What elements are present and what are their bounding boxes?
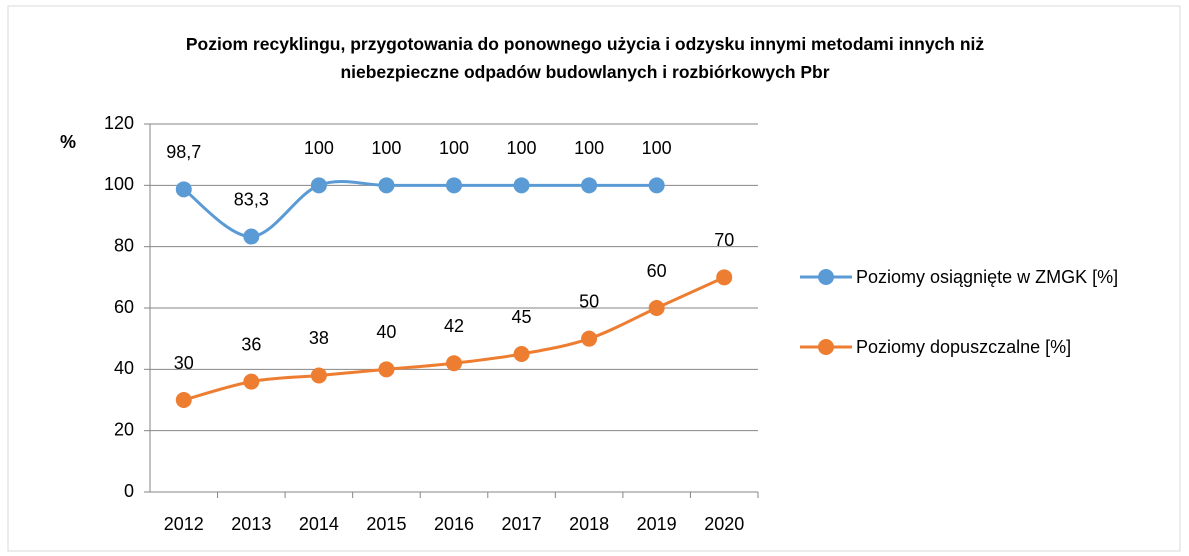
legend-label: Poziomy osiągnięte w ZMGK [%]	[856, 267, 1119, 287]
x-tick-label: 2017	[502, 514, 542, 534]
x-tick-label: 2012	[164, 514, 204, 534]
data-point	[581, 330, 598, 347]
y-tick-label: 20	[114, 419, 134, 439]
data-label: 36	[241, 334, 261, 354]
x-tick-label: 2019	[637, 514, 677, 534]
data-label: 40	[376, 322, 396, 342]
data-point	[378, 177, 395, 194]
y-tick-label: 100	[104, 174, 134, 194]
x-tick-label: 2015	[366, 514, 406, 534]
x-tick-label: 2013	[231, 514, 271, 534]
data-point	[243, 228, 260, 245]
data-label: 30	[174, 353, 194, 373]
data-point	[648, 300, 665, 316]
data-label: 60	[647, 261, 667, 281]
data-label: 38	[309, 328, 329, 348]
y-axis-label: %	[60, 132, 76, 152]
legend-icon	[800, 339, 852, 355]
data-label: 100	[439, 138, 469, 158]
legend-item: Poziomy osiągnięte w ZMGK [%]	[800, 262, 1170, 292]
y-tick-label: 0	[124, 481, 134, 501]
data-label: 100	[371, 138, 401, 158]
y-tick-label: 80	[114, 235, 134, 255]
y-tick-label: 120	[104, 113, 134, 133]
data-label: 100	[507, 138, 537, 158]
x-tick-label: 2020	[704, 514, 744, 534]
data-point	[648, 177, 665, 194]
data-label: 100	[574, 138, 604, 158]
data-point	[716, 269, 733, 286]
data-label: 100	[304, 138, 334, 158]
data-point	[446, 355, 462, 372]
legend-label: Poziomy dopuszczalne [%]	[856, 337, 1072, 357]
data-label: 45	[512, 307, 532, 327]
y-tick-label: 60	[114, 297, 134, 317]
data-label: 83,3	[234, 189, 269, 209]
legend-marker	[818, 269, 834, 285]
chart-border	[7, 5, 1181, 552]
data-point	[446, 177, 462, 194]
legend-item: Poziomy dopuszczalne [%]	[800, 332, 1170, 362]
x-tick-label: 2016	[434, 514, 474, 534]
legend-marker	[818, 339, 834, 355]
data-point	[175, 181, 192, 198]
data-point	[310, 367, 327, 384]
data-label: 50	[579, 291, 599, 311]
data-label: 100	[642, 138, 672, 158]
data-point	[175, 392, 192, 408]
data-label: 42	[444, 316, 464, 336]
chart-title: Poziom recyklingu, przygotowania do pono…	[185, 34, 985, 82]
y-tick-label: 40	[114, 358, 134, 378]
data-label: 98,7	[166, 142, 201, 162]
data-point	[378, 361, 395, 378]
data-point	[581, 177, 598, 194]
data-label: 70	[714, 230, 734, 250]
data-point	[243, 373, 260, 390]
x-tick-label: 2014	[299, 514, 339, 534]
data-point	[310, 177, 327, 194]
legend-icon	[800, 269, 852, 285]
data-point	[513, 346, 530, 362]
x-tick-label: 2018	[569, 514, 609, 534]
data-point	[513, 177, 530, 194]
